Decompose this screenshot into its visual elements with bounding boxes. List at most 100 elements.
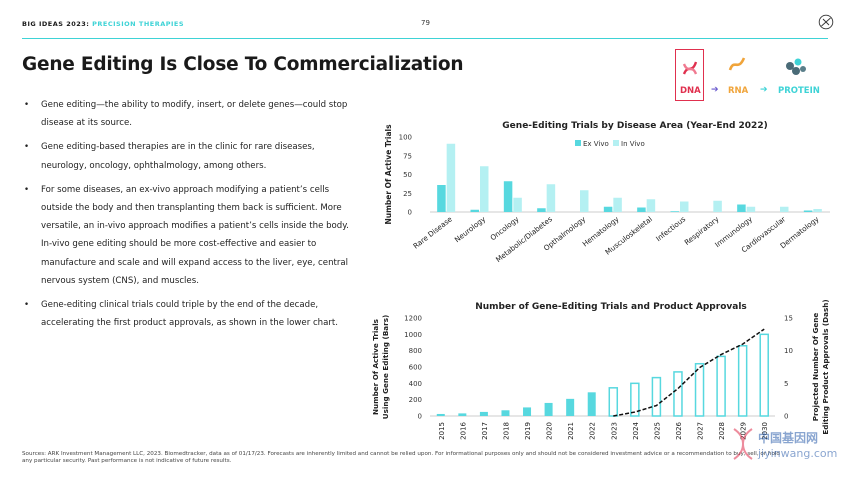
arrow-icon: ➔ (711, 85, 719, 95)
arrow-icon: ➔ (760, 85, 768, 95)
rna-label: RNA (728, 86, 749, 96)
chart1-ylabel: Number Of Active Trials (384, 124, 393, 225)
chart1-bar (537, 208, 546, 212)
chart2-bar (566, 398, 575, 416)
chart2-ytick-label: 400 (409, 380, 422, 388)
chart2-xtick-label: 2024 (632, 421, 640, 439)
watermark: 中国基因网 jiyinwang.com (730, 425, 840, 475)
bullet-item: • Gene editing-based therapies are in the… (24, 138, 354, 174)
chart1-bar (780, 206, 789, 212)
chart2-bar-forecast (630, 382, 640, 417)
chart1-bar (446, 143, 456, 212)
chart1-xtick-label: Infectious (654, 214, 687, 243)
bullet-marker: • (24, 100, 30, 110)
chart1-xtick-label: Metabolic/Diabetes (494, 214, 554, 264)
legend-swatch (613, 140, 619, 146)
chart2-bar (523, 407, 532, 416)
chart2-y2tick-label: 10 (784, 347, 793, 355)
chart1-xtick-label: Dermatology (778, 214, 821, 250)
header-divider (22, 38, 828, 39)
bullet-item: • Gene editing—the ability to modify, ins… (24, 96, 354, 132)
chart2-ylabel-line2: Using Gene Editing (Bars) (381, 315, 390, 420)
dna-icon (682, 61, 698, 75)
bullet-item: • Gene-editing clinical trials could trip… (24, 296, 354, 332)
chart1-bar (580, 190, 589, 212)
chart2-bar-forecast (759, 333, 769, 417)
central-dogma-icons (682, 57, 806, 75)
chart2-xtick-label: 2018 (502, 422, 510, 440)
chart2-bar-forecast (737, 345, 748, 417)
chart1-bar (480, 166, 489, 212)
page-number: 79 (421, 19, 430, 27)
chart2-bar (544, 402, 553, 416)
chart2-ylabel-line1: Number Of Active Trials (371, 319, 380, 415)
chart1-bar (746, 206, 756, 212)
chart2-bar-forecast (608, 387, 619, 417)
chart1-bar (437, 185, 446, 212)
chart2-approvals-dash-line (613, 328, 765, 417)
chart1-bar (637, 207, 646, 212)
chart2-xtick-label: 2028 (718, 422, 726, 440)
chart2-ytick-label: 200 (409, 396, 422, 404)
chart2-y2label-line1: Projected Number Of Gene (811, 313, 820, 422)
chart2-bar (587, 392, 596, 416)
chart2-ytick-label: 0 (418, 413, 422, 421)
chart1-xtick-label: Respiratory (683, 214, 722, 247)
chart2-xtick-label: 2019 (524, 422, 532, 440)
chart2-xtick-label: 2020 (546, 422, 554, 440)
chart2-bar (479, 411, 488, 416)
chart2-ytick-label: 1200 (404, 315, 422, 323)
protein-label: PROTEIN (778, 86, 820, 96)
chart1-bar (503, 181, 513, 212)
chart2-xtick-label: 2022 (589, 422, 597, 440)
chart2-bar-forecast (651, 376, 662, 417)
watermark-text-url: jiyinwang.com (758, 447, 838, 460)
chart2-ytick-label: 1000 (404, 331, 422, 339)
chart2-bar-forecast (673, 371, 683, 417)
chart1-bar (613, 197, 622, 212)
chart1-bar (803, 210, 813, 212)
bullet-marker: • (24, 184, 30, 195)
ark-logo-icon (818, 14, 834, 30)
chart1-xtick-label: Hematology (581, 214, 622, 248)
chart1-ytick-label: 0 (408, 209, 412, 217)
legend-label: In Vivo (621, 140, 645, 148)
chart1-xtick-label: Opthalmology (542, 214, 588, 253)
protein-icon (786, 58, 806, 75)
chart1-ytick-label: 25 (403, 190, 412, 198)
chart1-bar (737, 204, 746, 212)
chart1-bar (603, 206, 613, 212)
chart2-bar (458, 413, 467, 416)
chart1-bar (470, 209, 479, 212)
page-title: Gene Editing Is Close To Commercializati… (22, 54, 464, 75)
chart1-xtick-label: Musculoskeletal (603, 214, 654, 256)
rna-icon (728, 57, 746, 71)
bullet-marker: • (24, 142, 30, 153)
footer-disclaimer: Sources: ARK Investment Management LLC, … (22, 451, 780, 464)
chart1-xtick-label: Rare Disease (411, 214, 454, 250)
dna-label: DNA (680, 86, 701, 96)
legend-swatch (575, 140, 581, 146)
bullet-list: • Gene editing—the ability to modify, ins… (24, 96, 354, 338)
chart2-bar-forecast (694, 362, 705, 417)
chart2-xtick-label: 2016 (459, 421, 467, 439)
chart1-bar (680, 201, 689, 212)
chart1-bar (513, 197, 522, 212)
page-header: BIG IDEAS 2023: PRECISION THERAPIES (22, 20, 184, 28)
chart1-xtick-label: Oncology (488, 214, 521, 242)
chart1-bar (670, 211, 679, 212)
chart2-y2tick-label: 15 (784, 315, 793, 323)
chart1-bar (546, 184, 556, 212)
section-label: PRECISION THERAPIES (92, 20, 185, 28)
chart1-xtick-label: Cardiovascular (740, 214, 788, 254)
chart2-xtick-label: 2026 (675, 421, 683, 439)
chart2-xtick-label: 2021 (567, 422, 575, 440)
chart2-y2tick-label: 5 (784, 380, 788, 388)
chart1-bar (646, 199, 656, 212)
chart2-xtick-label: 2027 (697, 422, 705, 440)
watermark-logo-icon (733, 428, 753, 460)
chart1-xtick-label: Neurology (453, 214, 488, 244)
chart2-bar (501, 410, 510, 416)
chart1-ytick-label: 50 (403, 171, 412, 179)
chart2-xtick-label: 2023 (610, 422, 618, 440)
